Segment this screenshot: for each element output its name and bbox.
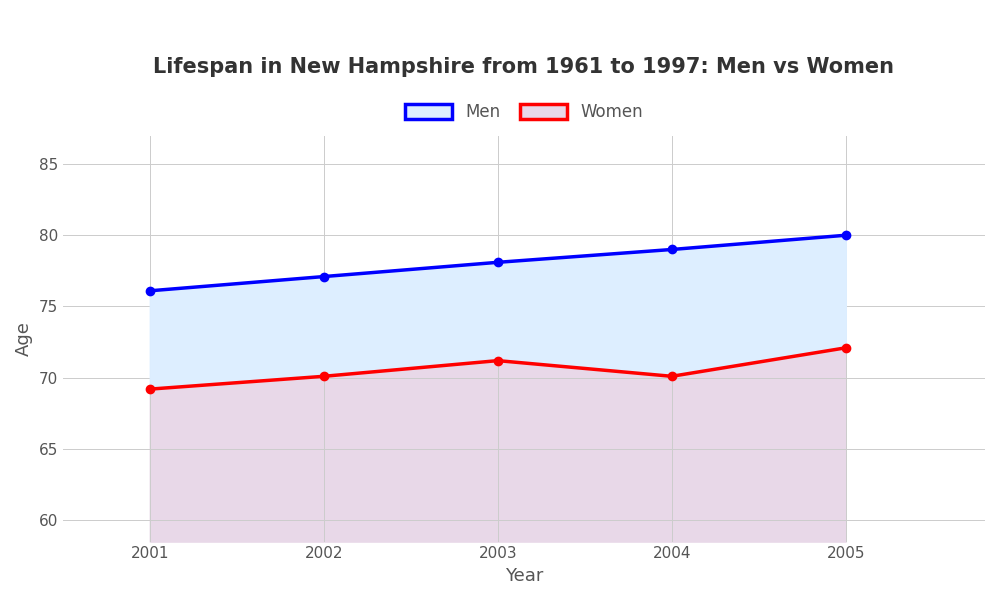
Women	[492, 357, 504, 364]
Men	[840, 232, 852, 239]
Men	[144, 287, 156, 295]
Women	[144, 386, 156, 393]
Y-axis label: Age: Age	[15, 321, 33, 356]
Women	[666, 373, 678, 380]
Title: Lifespan in New Hampshire from 1961 to 1997: Men vs Women: Lifespan in New Hampshire from 1961 to 1…	[153, 57, 894, 77]
Line: Women: Women	[146, 344, 850, 393]
Men	[492, 259, 504, 266]
Men	[318, 273, 330, 280]
X-axis label: Year: Year	[505, 567, 543, 585]
Women	[840, 344, 852, 352]
Men	[666, 246, 678, 253]
Legend: Men, Women: Men, Women	[397, 95, 651, 130]
Line: Men: Men	[146, 231, 850, 295]
Women	[318, 373, 330, 380]
